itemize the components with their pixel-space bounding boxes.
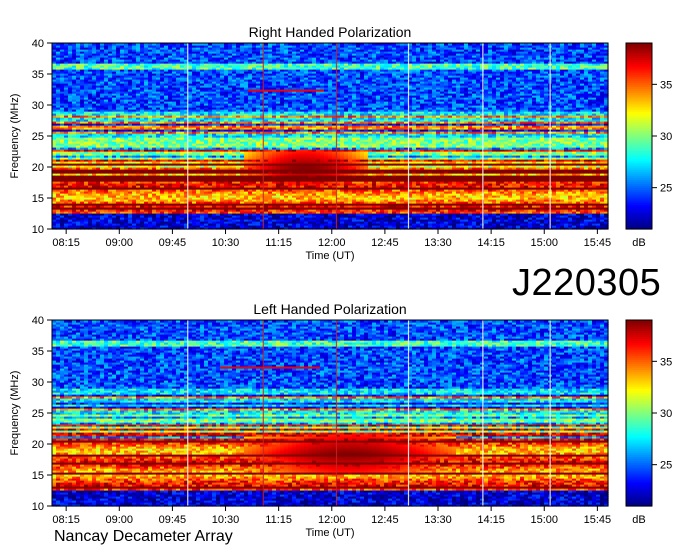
colorbar-tick-label: 35: [660, 356, 672, 368]
y-tick-label: 40: [32, 38, 44, 50]
colorbar: 25 30 35 dB: [626, 43, 672, 249]
x-tick-label: 09:00: [106, 514, 134, 526]
x-tick-label: 13:30: [424, 237, 452, 249]
x-tick-label: 10:30: [212, 237, 240, 249]
panel-title: Left Handed Polarization: [253, 301, 406, 317]
y-axis-label: Frequency (MHz): [9, 371, 21, 456]
observation-id: J220305: [512, 262, 661, 305]
panel-right-polarization: Right Handed Polarization 10 15 20 25 30 35 40 0…: [9, 24, 672, 262]
colorbar-tick-label: 25: [660, 460, 672, 472]
colorbar-unit-label: dB: [632, 514, 645, 526]
y-tick-label: 15: [32, 193, 44, 205]
x-tick-label: 12:00: [318, 237, 346, 249]
x-tick-label: 13:30: [424, 514, 452, 526]
panel-left-polarization: Left Handed Polarization 10 15 20 25 30 35 40 08…: [9, 301, 672, 539]
y-tick-label: 10: [32, 501, 44, 513]
panel-title: Right Handed Polarization: [249, 24, 412, 40]
y-tick-label: 15: [32, 470, 44, 482]
x-tick-label: 09:00: [106, 237, 134, 249]
y-tick-label: 20: [32, 162, 44, 174]
x-tick-label: 15:45: [584, 514, 612, 526]
x-axis-label: Time (UT): [305, 527, 354, 539]
spectrogram-heatmap: [52, 320, 609, 507]
x-tick-label: 15:00: [530, 514, 558, 526]
x-tick-label: 11:15: [265, 237, 292, 249]
y-tick-label: 40: [32, 315, 44, 327]
y-tick-label: 10: [32, 224, 44, 236]
x-tick-label: 15:00: [530, 237, 558, 249]
colorbar-unit-label: dB: [632, 237, 645, 249]
instrument-label: Nancay Decameter Array: [54, 528, 233, 546]
spectrogram-heatmap: [52, 43, 609, 230]
x-axis-label: Time (UT): [305, 250, 354, 262]
x-tick-label: 09:45: [159, 514, 187, 526]
x-tick-label: 09:45: [159, 237, 187, 249]
x-tick-label: 11:15: [265, 514, 292, 526]
x-tick-label: 08:15: [52, 514, 80, 526]
x-tick-label: 14:15: [477, 237, 505, 249]
x-tick-label: 15:45: [584, 237, 612, 249]
x-tick-label: 14:15: [477, 514, 505, 526]
y-tick-label: 35: [32, 346, 44, 358]
y-tick-label: 30: [32, 377, 44, 389]
x-tick-label: 12:45: [371, 237, 399, 249]
colorbar-tick-label: 35: [660, 79, 672, 91]
x-tick-label: 12:00: [318, 514, 346, 526]
x-tick-label: 08:15: [52, 237, 80, 249]
colorbar-tick-label: 30: [660, 408, 672, 420]
colorbar-tick-label: 30: [660, 131, 672, 143]
y-axis-label: Frequency (MHz): [9, 94, 21, 179]
y-tick-label: 30: [32, 100, 44, 112]
colorbar: 25 30 35 dB: [626, 320, 672, 526]
y-tick-label: 35: [32, 69, 44, 81]
x-tick-label: 12:45: [371, 514, 399, 526]
y-tick-label: 25: [32, 131, 44, 143]
y-tick-label: 20: [32, 439, 44, 451]
colorbar-tick-label: 25: [660, 183, 672, 195]
x-tick-label: 10:30: [212, 514, 240, 526]
y-tick-label: 25: [32, 408, 44, 420]
